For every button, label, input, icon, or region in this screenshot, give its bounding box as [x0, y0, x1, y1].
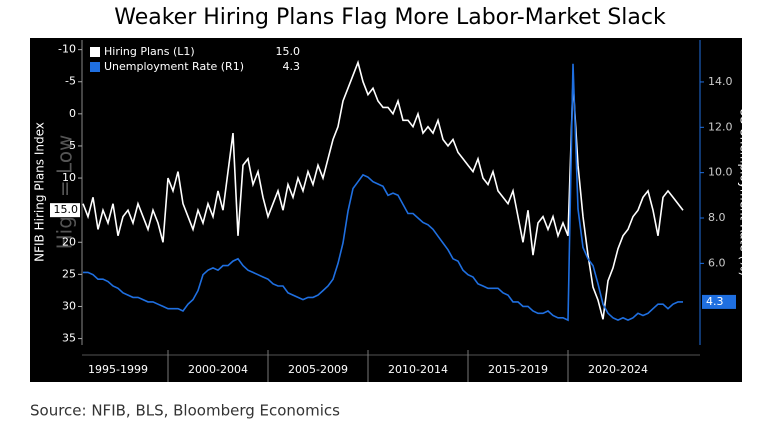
chart-title: Weaker Hiring Plans Flag More Labor-Mark… [114, 5, 666, 30]
last-value-tag-label: 4.3 [706, 295, 724, 308]
last-value-tag-label: 15.0 [54, 203, 79, 216]
y2-tick-label: 8.0 [708, 211, 726, 224]
legend-swatch [90, 62, 100, 72]
y-tick-label: 30 [62, 299, 76, 312]
x-tick-label: 2005-2009 [288, 363, 348, 376]
y2-tick-label: 6.0 [708, 256, 726, 269]
y-tick-label: -5 [65, 75, 76, 88]
legend-value: 15.0 [276, 45, 301, 58]
y2-tick-label: 10.0 [708, 166, 733, 179]
y-tick-label: 10 [62, 171, 76, 184]
legend-label: Hiring Plans (L1) [104, 45, 195, 58]
series-line [83, 63, 683, 322]
x-tick-label: 2010-2014 [388, 363, 448, 376]
x-tick-label: 2015-2019 [488, 363, 548, 376]
y-tick-label: -10 [58, 43, 76, 56]
annotation: High = Low [53, 135, 77, 250]
y-tick-label: 20 [62, 235, 76, 248]
last-value-tag [702, 294, 736, 309]
y-tick-label: 0 [69, 107, 76, 120]
y2-tick-label: 12.0 [708, 120, 733, 133]
last-value-tag [50, 203, 80, 218]
legend-swatch [90, 47, 100, 57]
x-tick-label: 2000-2004 [188, 363, 248, 376]
legend-label: Unemployment Rate (R1) [104, 60, 244, 73]
x-tick-label: 1995-1999 [88, 363, 148, 376]
y-tick-label: 5 [69, 139, 76, 152]
y2-tick-label: 14.0 [708, 75, 733, 88]
x-tick-label: 2020-2024 [588, 363, 648, 376]
y2-axis-title: US Unemployment Rate (%) [738, 108, 752, 276]
series-line [82, 59, 684, 320]
source-note: Source: NFIB, BLS, Bloomberg Economics [30, 402, 340, 420]
y-axis-title: NFIB Hiring Plans Index [33, 122, 47, 262]
y-tick-label: 35 [62, 332, 76, 345]
y-tick-label: 25 [62, 267, 76, 280]
legend-value: 4.3 [283, 60, 301, 73]
plot-background [30, 38, 742, 382]
